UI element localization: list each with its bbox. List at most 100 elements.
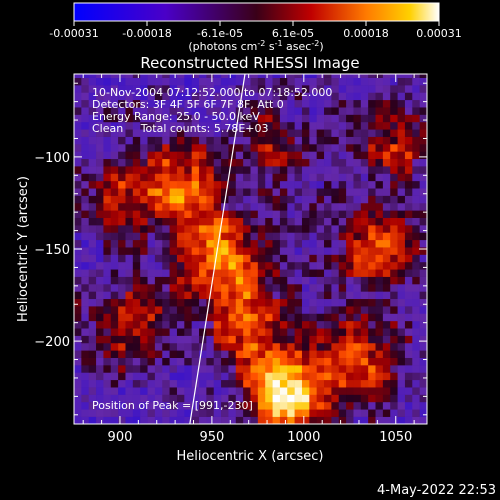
heatmap-cell: [338, 232, 347, 241]
heatmap-cell: [331, 379, 340, 388]
heatmap-cell: [397, 239, 406, 248]
heatmap-cell: [235, 225, 244, 233]
heatmap-cell: [419, 232, 427, 241]
heatmap-cell: [382, 151, 391, 160]
heatmap-cell: [221, 298, 229, 307]
heatmap-cell: [213, 387, 222, 395]
heatmap-cell: [419, 284, 427, 292]
annotation-energy-range: Energy Range: 25.0 - 50.0 keV: [92, 110, 260, 123]
heatmap-cell: [301, 136, 310, 145]
heatmap-cell: [162, 77, 170, 86]
heatmap-cell: [221, 357, 229, 366]
heatmap-cell: [301, 298, 310, 307]
heatmap-cell: [316, 74, 325, 78]
heatmap-cell: [96, 166, 104, 174]
heatmap-cell: [184, 387, 192, 395]
heatmap-cell: [191, 401, 200, 410]
heatmap-cell: [272, 99, 281, 108]
heatmap-cell: [412, 416, 420, 424]
heatmap-cell: [412, 217, 420, 226]
heatmap-cell: [147, 158, 156, 167]
heatmap-cell: [184, 99, 192, 108]
heatmap-cell: [221, 328, 229, 336]
heatmap-cell: [162, 350, 170, 358]
heatmap-cell: [338, 195, 347, 204]
heatmap-cell: [74, 74, 82, 78]
heatmap-cell: [213, 114, 222, 123]
x-tick-label: 950: [199, 430, 224, 445]
heatmap-cell: [272, 350, 281, 358]
heatmap-cell: [140, 365, 148, 373]
heatmap-cell: [346, 77, 354, 86]
heatmap-cell: [184, 74, 192, 78]
heatmap-cell: [110, 276, 119, 285]
heatmap-cell: [184, 217, 192, 226]
heatmap-cell: [346, 276, 354, 285]
heatmap-cell: [404, 350, 413, 358]
heatmap-cell: [397, 313, 406, 322]
colorbar: [73, 2, 440, 22]
heatmap-cell: [272, 74, 281, 78]
heatmap-cell: [125, 254, 134, 263]
heatmap-cell: [125, 85, 134, 93]
heatmap-cell: [118, 247, 126, 255]
heatmap-cell: [199, 136, 207, 145]
heatmap-cell: [272, 85, 281, 93]
heatmap-cell: [154, 335, 163, 344]
heatmap-cell: [74, 357, 82, 366]
heatmap-cell: [140, 247, 148, 255]
heatmap-cell: [243, 261, 251, 270]
heatmap-cell: [154, 261, 163, 270]
heatmap-cell: [265, 291, 273, 300]
heatmap-cell: [301, 416, 310, 424]
heatmap-cell: [360, 409, 369, 417]
heatmap-cell: [162, 188, 170, 196]
heatmap-cell: [412, 320, 420, 329]
heatmap-cell: [279, 77, 288, 86]
heatmap-cell: [132, 284, 141, 292]
heatmap-cell: [382, 365, 391, 373]
heatmap-cell: [301, 129, 310, 137]
heatmap-cell: [412, 151, 420, 160]
heatmap-cell: [96, 92, 104, 101]
heatmap-cell: [184, 306, 192, 314]
heatmap-cell: [250, 298, 259, 307]
heatmap-cell: [243, 225, 251, 233]
heatmap-cell: [375, 291, 384, 300]
solar-limb-line: [189, 74, 246, 424]
heatmap-cell: [191, 151, 200, 160]
heatmap-cell: [309, 129, 317, 137]
heatmap-cell: [250, 180, 259, 189]
heatmap-cell: [206, 328, 215, 336]
heatmap-cell: [221, 85, 229, 93]
heatmap-cell: [375, 328, 384, 336]
heatmap-cell: [346, 114, 354, 123]
heatmap-cell: [235, 247, 244, 255]
heatmap-cell: [110, 357, 119, 366]
heatmap-cell: [301, 335, 310, 344]
heatmap-cell: [243, 269, 251, 277]
heatmap-cell: [368, 416, 376, 424]
heatmap-cell: [235, 328, 244, 336]
heatmap-cell: [412, 232, 420, 241]
heatmap-cell: [331, 217, 340, 226]
heatmap-cell: [74, 284, 82, 292]
heatmap-cell: [360, 342, 369, 351]
heatmap-cell: [199, 269, 207, 277]
heatmap-cell: [265, 136, 273, 145]
heatmap-cell: [199, 320, 207, 329]
heatmap-cell: [250, 320, 259, 329]
heatmap-cell: [324, 77, 332, 86]
heatmap-cell: [412, 342, 420, 351]
heatmap-cell: [360, 379, 369, 388]
annotation-clean-counts: Clean Total counts: 5.78E+03: [92, 122, 269, 135]
heatmap-cell: [272, 195, 281, 204]
heatmap-cell: [169, 114, 178, 123]
heatmap-cell: [397, 409, 406, 417]
heatmap-cell: [412, 247, 420, 255]
heatmap-cell: [221, 92, 229, 101]
heatmap-cell: [368, 269, 376, 277]
heatmap-cell: [346, 166, 354, 174]
heatmap-cell: [360, 313, 369, 322]
heatmap-cell: [213, 372, 222, 381]
